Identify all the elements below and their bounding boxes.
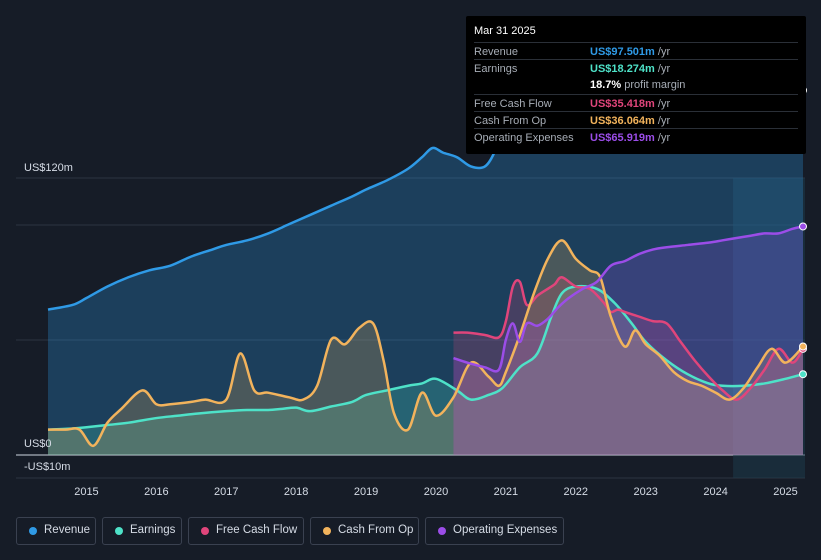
y-axis-label: US$0 bbox=[24, 438, 52, 450]
tooltip-panel: Mar 31 2025 Revenue US$97.501m /yr Earning… bbox=[466, 16, 806, 154]
operating-expenses-area bbox=[453, 226, 803, 455]
legend-label: Cash From Op bbox=[338, 524, 414, 536]
earnings-line bbox=[47, 284, 804, 431]
y-axis-label: -US$10m bbox=[24, 461, 70, 473]
tooltip-row: Free Cash Flow US$35.418m /yr bbox=[474, 93, 798, 112]
legend-item-revenue[interactable]: Revenue bbox=[16, 517, 96, 545]
cash-from-op-area bbox=[48, 240, 803, 455]
cash-from-op-endpoint[interactable] bbox=[799, 342, 807, 351]
legend-dot-icon bbox=[323, 527, 331, 535]
y-axis-label: US$120m bbox=[24, 162, 73, 174]
legend-item-free-cash-flow[interactable]: Free Cash Flow bbox=[188, 517, 304, 545]
tooltip-row-value: US$65.919m /yr bbox=[590, 132, 671, 144]
tooltip-profit-margin: 18.7% profit margin bbox=[590, 79, 686, 92]
earnings-endpoint[interactable] bbox=[799, 370, 807, 379]
free-cash-flow-line bbox=[453, 276, 805, 401]
tooltip-row: Earnings US$18.274m /yr bbox=[474, 59, 798, 77]
legend-dot-icon bbox=[29, 527, 37, 535]
legend-item-earnings[interactable]: Earnings bbox=[102, 517, 182, 545]
x-axis: 2015 2016 2017 2018 2019 2020 2021 2022 2023 2024… bbox=[74, 486, 798, 498]
tooltip-row: Cash From Op US$36.064m /yr bbox=[474, 110, 798, 129]
tooltip-row-label: Earnings bbox=[474, 63, 518, 76]
legend-label: Revenue bbox=[44, 524, 91, 536]
legend-label: Operating Expenses bbox=[453, 524, 558, 536]
y-axis: US$120m US$0 -US$10m bbox=[24, 162, 73, 473]
tooltip-row-value: US$97.501m /yr bbox=[590, 46, 671, 58]
legend-item-operating-expenses[interactable]: Operating Expenses bbox=[425, 517, 564, 545]
tooltip-row: Revenue US$97.501m /yr bbox=[474, 42, 798, 60]
legend-label: Free Cash Flow bbox=[216, 524, 298, 536]
tooltip-row-value: US$18.274m /yr bbox=[590, 63, 671, 76]
legend-item-cash-from-op[interactable]: Cash From Op bbox=[310, 517, 419, 545]
tooltip-row: 18.7% profit margin bbox=[474, 76, 798, 93]
operating-expenses-line bbox=[453, 225, 804, 373]
legend-label: Earnings bbox=[130, 524, 176, 536]
gridlines bbox=[16, 177, 805, 479]
tooltip-row: Operating Expenses US$65.919m /yr bbox=[474, 128, 798, 146]
tooltip-row-value: US$36.064m /yr bbox=[590, 114, 671, 127]
tooltip-row-value: US$35.418m /yr bbox=[590, 97, 671, 110]
x-axis-tick-label: 2025 bbox=[773, 486, 797, 498]
tooltip-date: Mar 31 2025 bbox=[474, 25, 536, 37]
tooltip-row-label: Operating Expenses bbox=[474, 132, 574, 144]
x-axis-tick-label: 2020 bbox=[424, 486, 448, 498]
tooltip-row-label: Revenue bbox=[474, 46, 519, 58]
x-axis-tick-label: 2023 bbox=[633, 486, 657, 498]
legend-dot-icon bbox=[115, 527, 123, 535]
legend-dot-icon bbox=[438, 527, 446, 535]
x-axis-tick-label: 2015 bbox=[74, 486, 98, 498]
cash-from-op-line bbox=[48, 239, 804, 448]
x-axis-tick-label: 2019 bbox=[354, 486, 378, 498]
x-axis-tick-label: 2024 bbox=[703, 486, 727, 498]
x-axis-tick-label: 2022 bbox=[564, 486, 588, 498]
x-axis-tick-label: 2018 bbox=[284, 486, 308, 498]
tooltip-row-label: Cash From Op bbox=[474, 114, 547, 127]
free-cash-flow-area bbox=[453, 277, 803, 455]
x-axis-tick-label: 2021 bbox=[494, 486, 518, 498]
legend-dot-icon bbox=[201, 527, 209, 535]
tooltip-row-label: Free Cash Flow bbox=[474, 97, 552, 110]
x-axis-tick-label: 2016 bbox=[144, 486, 168, 498]
operating-expenses-endpoint[interactable] bbox=[799, 222, 807, 231]
x-axis-tick-label: 2017 bbox=[214, 486, 238, 498]
